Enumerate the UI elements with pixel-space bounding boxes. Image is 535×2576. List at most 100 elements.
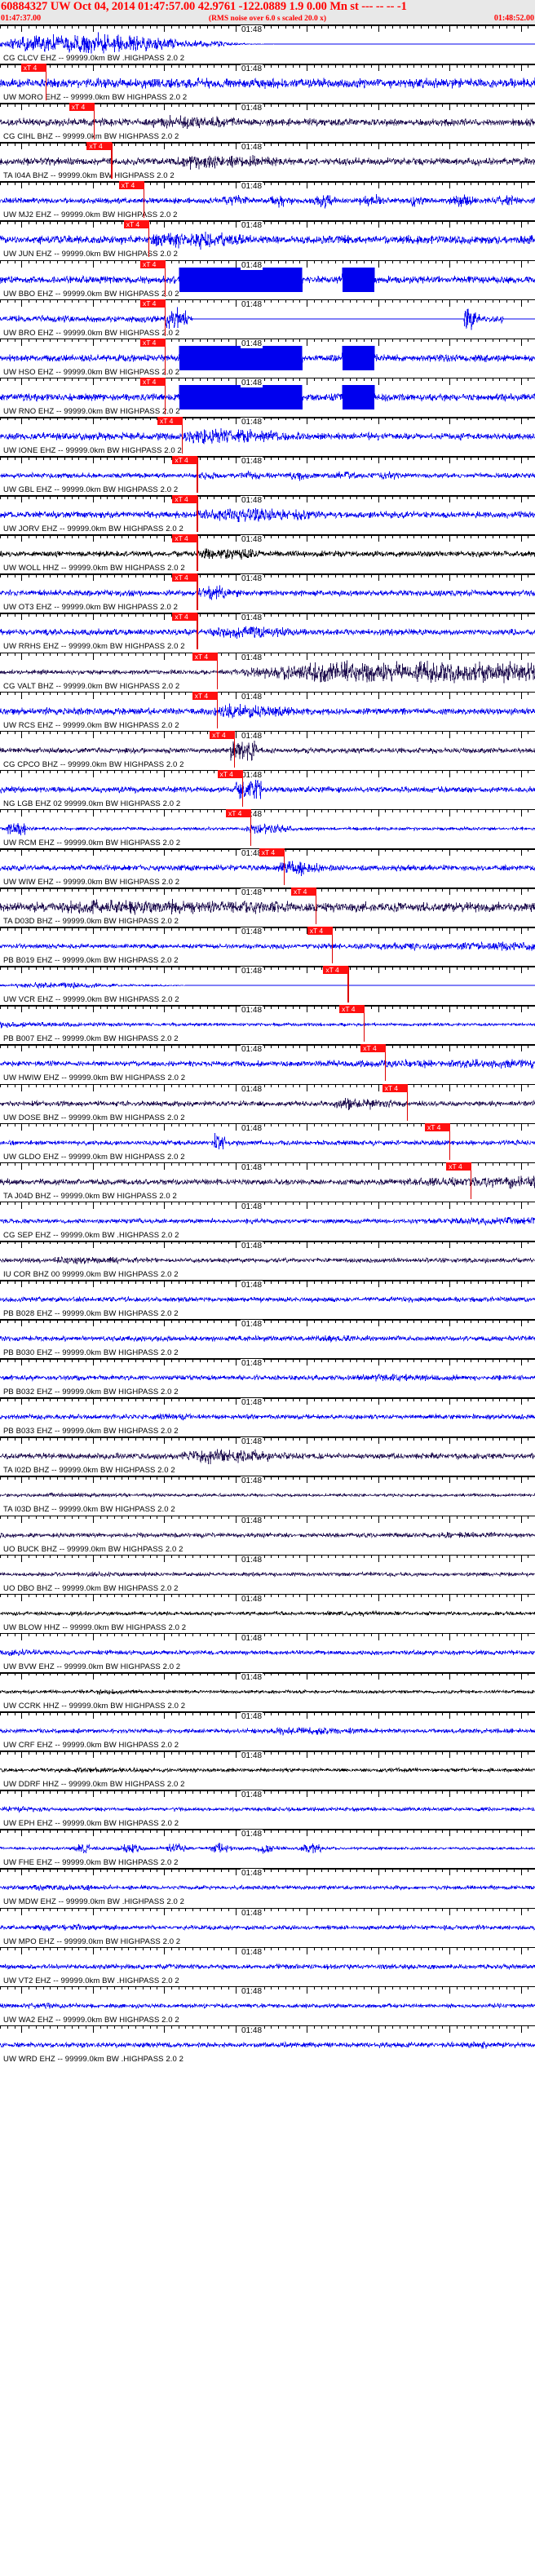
trace-row[interactable]: 01:48 UO BUCK BHZ -- 99999.0km BW HIGHPAS… [0, 1515, 535, 1555]
axis-tick [92, 1476, 94, 1484]
axis-tick [313, 142, 315, 146]
trace-row[interactable]: 01:48 TA I03D BHZ -- 99999.0km BW HIGHPAS… [0, 1476, 535, 1515]
pick-marker-label[interactable]: xT 4 [123, 220, 149, 229]
trace-row[interactable]: 01:48 UW CRF EHZ -- 99999.0km BW HIGHPASS… [0, 1711, 535, 1751]
pick-marker-label[interactable]: xT 4 [20, 64, 46, 73]
trace-row[interactable]: 01:48 xT 4 CG CPCO BHZ -- 99999.0km BW HIG… [0, 730, 535, 770]
trace-row[interactable]: 01:48 UW WRD EHZ -- 99999.0km BW .HIGHPAS… [0, 2025, 535, 2065]
trace-row[interactable]: 01:48 xT 4 UW RCM EHZ -- 99999.0km BW HIGH… [0, 808, 535, 848]
pick-marker-label[interactable]: xT 4 [425, 1122, 450, 1131]
pick-marker-label[interactable]: xT 4 [86, 142, 113, 151]
trace-row[interactable]: 01:48 PB B030 EHZ -- 99999.0km BW HIGHPAS… [0, 1319, 535, 1358]
pick-marker-label[interactable]: xT 4 [157, 416, 183, 425]
pick-marker-label[interactable]: xT 4 [210, 730, 236, 739]
pick-marker-label[interactable]: xT 4 [192, 691, 218, 700]
axis-tick [149, 1829, 151, 1833]
axis-tick [328, 1397, 329, 1401]
trace-row[interactable]: 01:48 xT 4 UW BRO EHZ -- 99999.0km BW HIGH… [0, 299, 535, 339]
trace-row[interactable]: 01:48 UO DBO BHZ -- 99999.0km BW HIGHPASS… [0, 1554, 535, 1594]
axis-tick [64, 1711, 65, 1715]
trace-row[interactable]: 01:48 xT 4 TA I04A BHZ -- 99999.0km BW HIG… [0, 142, 535, 181]
trace-row[interactable]: 01:48 xT 4 TA D03D BHZ -- 99999.0km BW HIG… [0, 887, 535, 927]
pick-marker-label[interactable]: xT 4 [140, 259, 166, 268]
trace-row[interactable]: 01:48 PB B033 EHZ -- 99999.0km BW HIGHPAS… [0, 1397, 535, 1436]
pick-marker-label[interactable]: xT 4 [69, 103, 95, 112]
trace-row[interactable]: 01:48 xT 4 TA J04D BHZ -- 99999.0km BW HIG… [0, 1162, 535, 1202]
trace-row[interactable]: 01:48 xT 4 NG LGB EHZ 02 99999.0km BW HIGH… [0, 769, 535, 809]
axis-tick [107, 1515, 108, 1520]
axis-tick [0, 1162, 1, 1166]
axis-tick [107, 613, 108, 617]
pick-marker-label[interactable]: xT 4 [140, 299, 166, 308]
trace-row[interactable]: 01:48 UW MDW EHZ -- 99999.0km BW .HIGHPAS… [0, 1868, 535, 1907]
pick-marker-label[interactable]: xT 4 [382, 1083, 408, 1092]
trace-row[interactable]: 01:48 UW EPH EHZ -- 99999.0km BW HIGHPASS… [0, 1790, 535, 1829]
trace-row[interactable]: 01:48 PB B032 EHZ -- 99999.0km BW HIGHPAS… [0, 1358, 535, 1397]
axis-tick [335, 1083, 337, 1088]
trace-row[interactable]: 01:48 xT 4 UW MJ2 EHZ -- 99999.0km BW HIGH… [0, 181, 535, 220]
pick-marker-label[interactable]: xT 4 [140, 338, 166, 347]
pick-marker-label[interactable]: xT 4 [259, 848, 285, 856]
trace-row[interactable]: 01:48 xT 4 UW WIW EHZ -- 99999.0km BW HIGH… [0, 848, 535, 887]
trace-row[interactable]: 01:48 xT 4 UW GBL EHZ -- 99999.0km BW HIGH… [0, 456, 535, 495]
axis-tick [478, 769, 479, 774]
trace-row[interactable]: 01:48 xT 4 UW JUN EHZ -- 99999.0km BW HIGH… [0, 220, 535, 259]
trace-row[interactable]: 01:48 IU COR BHZ 00 99999.0km BW HIGHPASS… [0, 1240, 535, 1280]
trace-row[interactable]: 01:48 UW MPO EHZ -- 99999.0km BW HIGHPASS… [0, 1907, 535, 1947]
pick-marker-label[interactable]: xT 4 [172, 613, 198, 622]
pick-marker-label[interactable]: xT 4 [291, 887, 316, 896]
trace-row[interactable]: 01:48 xT 4 UW RNO EHZ -- 99999.0km BW HIGH… [0, 377, 535, 417]
trace-row[interactable]: 01:48 xT 4 UW DOSE BHZ -- 99999.0km BW HIG… [0, 1083, 535, 1123]
trace-row[interactable]: 01:48 xT 4 UW MORO EHZ -- 99999.0km BW HIG… [0, 64, 535, 103]
trace-row[interactable]: 01:48 xT 4 UW HWIW EHZ -- 99999.0km BW HIG… [0, 1044, 535, 1083]
trace-row[interactable]: 01:48 PB B028 EHZ -- 99999.0km BW HIGHPAS… [0, 1280, 535, 1319]
trace-row[interactable]: 01:48 xT 4 UW WOLL HHZ -- 99999.0km BW HIG… [0, 534, 535, 573]
trace-row[interactable]: 01:48 xT 4 UW RCS EHZ -- 99999.0km BW HIGH… [0, 691, 535, 731]
pick-marker-label[interactable]: xT 4 [360, 1044, 387, 1053]
axis-tick [113, 652, 115, 656]
trace-row[interactable]: 01:48 CG CLCV EHZ -- 99999.0km BW .HIGHPA… [0, 24, 535, 64]
pick-marker-label[interactable]: xT 4 [446, 1162, 472, 1171]
trace-row[interactable]: 01:48 UW DDRF HHZ -- 99999.0km BW HIGHPAS… [0, 1751, 535, 1790]
axis-tick [221, 220, 223, 224]
trace-row[interactable]: 01:48 xT 4 CG CIHL BHZ -- 99999.0km BW HIG… [0, 103, 535, 142]
axis-tick [149, 1593, 151, 1598]
pick-marker-label[interactable]: xT 4 [307, 927, 333, 936]
trace-row[interactable]: 01:48 xT 4 UW GLDO EHZ -- 99999.0km BW HIG… [0, 1122, 535, 1162]
trace-row[interactable]: 01:48 UW BVW EHZ -- 99999.0km BW HIGHPASS… [0, 1632, 535, 1672]
trace-row[interactable]: 01:48 UW BLOW HHZ -- 99999.0km BW HIGHPAS… [0, 1593, 535, 1633]
trace-row[interactable]: 01:48 xT 4 CG VALT BHZ -- 99999.0km BW HIG… [0, 652, 535, 692]
axis-tick [285, 1319, 286, 1323]
axis-tick [392, 1436, 394, 1441]
pick-marker-label[interactable]: xT 4 [339, 1005, 365, 1014]
pick-marker-label[interactable]: xT 4 [172, 495, 198, 504]
pick-marker-label[interactable]: xT 4 [172, 534, 198, 543]
trace-row[interactable]: 01:48 TA I02D BHZ -- 99999.0km BW HIGHPAS… [0, 1436, 535, 1476]
trace-row[interactable]: 01:48 xT 4 UW OT3 EHZ -- 99999.0km BW HIGH… [0, 573, 535, 613]
trace-row[interactable]: 01:48 UW FHE EHZ -- 99999.0km BW HIGHPASS… [0, 1829, 535, 1868]
trace-row[interactable]: 01:48 xT 4 UW HSO EHZ -- 99999.0km BW HIGH… [0, 338, 535, 378]
trace-row[interactable]: 01:48 xT 4 UW JORV EHZ -- 99999.0km BW HIG… [0, 495, 535, 534]
pick-marker-label[interactable]: xT 4 [172, 456, 198, 465]
axis-tick [335, 1554, 337, 1559]
pick-marker-label[interactable]: xT 4 [172, 573, 198, 582]
trace-row[interactable]: 01:48 xT 4 PB B007 EHZ -- 99999.0km BW HIG… [0, 1005, 535, 1044]
pick-marker-label[interactable]: xT 4 [192, 652, 218, 661]
trace-row[interactable]: 01:48 xT 4 PB B019 EHZ -- 99999.0km BW HIG… [0, 927, 535, 966]
axis-tick [421, 652, 422, 656]
trace-row[interactable]: 01:48 UW VT2 EHZ -- 99999.0km BW .HIGHPAS… [0, 1946, 535, 1986]
pick-marker-label[interactable]: xT 4 [140, 377, 166, 386]
pick-marker-label[interactable]: xT 4 [217, 769, 243, 778]
trace-row[interactable]: 01:48 UW CCRK HHZ -- 99999.0km BW HIGHPAS… [0, 1671, 535, 1711]
pick-marker-label[interactable]: xT 4 [118, 181, 144, 190]
trace-row[interactable]: 01:48 CG SEP EHZ -- 99999.0km BW .HIGHPAS… [0, 1201, 535, 1241]
trace-row[interactable]: 01:48 xT 4 UW IONE EHZ -- 99999.0km BW HIG… [0, 416, 535, 456]
axis-tick [321, 691, 322, 696]
pick-marker-label[interactable]: xT 4 [226, 808, 251, 817]
trace-row[interactable]: 01:48 UW WA2 EHZ -- 99999.0km BW HIGHPASS… [0, 1985, 535, 2025]
pick-marker-label[interactable]: xT 4 [323, 966, 349, 975]
axis-tick [21, 220, 23, 228]
trace-row[interactable]: 01:48 xT 4 UW RRHS EHZ -- 99999.0km BW HIG… [0, 613, 535, 652]
trace-row[interactable]: 01:48 xT 4 UW VCR EHZ -- 99999.0km BW HIGH… [0, 966, 535, 1005]
trace-row[interactable]: 01:48 xT 4 UW BBO EHZ -- 99999.0km BW HIGH… [0, 259, 535, 299]
